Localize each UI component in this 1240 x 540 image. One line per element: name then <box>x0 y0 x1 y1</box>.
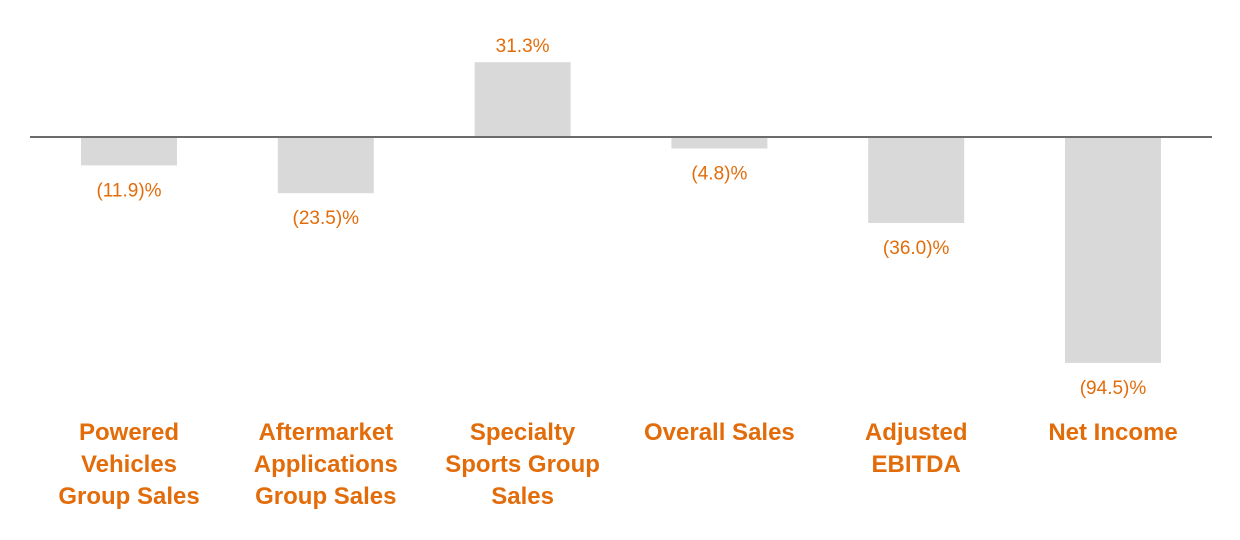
value-labels-group: (11.9)% (23.5)% 31.3% (4.8)% (36.0)% (94.5)% <box>96 36 1146 399</box>
bar-0 <box>81 137 177 166</box>
value-label-1: (23.5)% <box>293 208 360 229</box>
category-label-line: Powered <box>79 419 179 446</box>
category-labels-group: Powered Vehicles Group Sales Aftermarket App… <box>58 419 1177 510</box>
value-label-5: (94.5)% <box>1080 378 1147 399</box>
bar-2 <box>474 62 571 138</box>
category-label-line: Adjusted <box>865 419 968 446</box>
bar-5 <box>1065 137 1161 363</box>
category-label-3: Overall Sales <box>644 419 795 446</box>
category-label-2: Specialty Sports Group Sales <box>445 419 600 510</box>
category-label-line: Applications <box>254 451 398 478</box>
category-label-1: Aftermarket Applications Group Sales <box>254 419 398 510</box>
bar-1 <box>277 137 374 194</box>
category-label-line: EBITDA <box>872 451 961 478</box>
bar-3 <box>671 137 768 149</box>
category-label-0: Powered Vehicles Group Sales <box>58 419 199 510</box>
value-label-0: (11.9)% <box>96 180 161 201</box>
category-label-5: Net Income <box>1048 419 1177 446</box>
value-label-4: (36.0)% <box>883 238 950 259</box>
category-label-line: Specialty <box>470 419 576 446</box>
category-label-line: Group Sales <box>255 483 396 510</box>
category-label-4: Adjusted EBITDA <box>865 419 968 478</box>
category-label-line: Sports Group <box>445 451 600 478</box>
value-label-2: 31.3% <box>496 36 550 57</box>
category-label-line: Overall Sales <box>644 419 795 446</box>
bar-4 <box>868 137 965 223</box>
category-label-line: Net Income <box>1048 419 1177 446</box>
category-label-line: Aftermarket <box>258 419 393 446</box>
category-label-line: Group Sales <box>58 483 199 510</box>
category-label-line: Sales <box>491 483 554 510</box>
bars-group <box>81 62 1161 363</box>
value-label-3: (4.8)% <box>691 164 747 185</box>
category-label-line: Vehicles <box>81 451 177 478</box>
